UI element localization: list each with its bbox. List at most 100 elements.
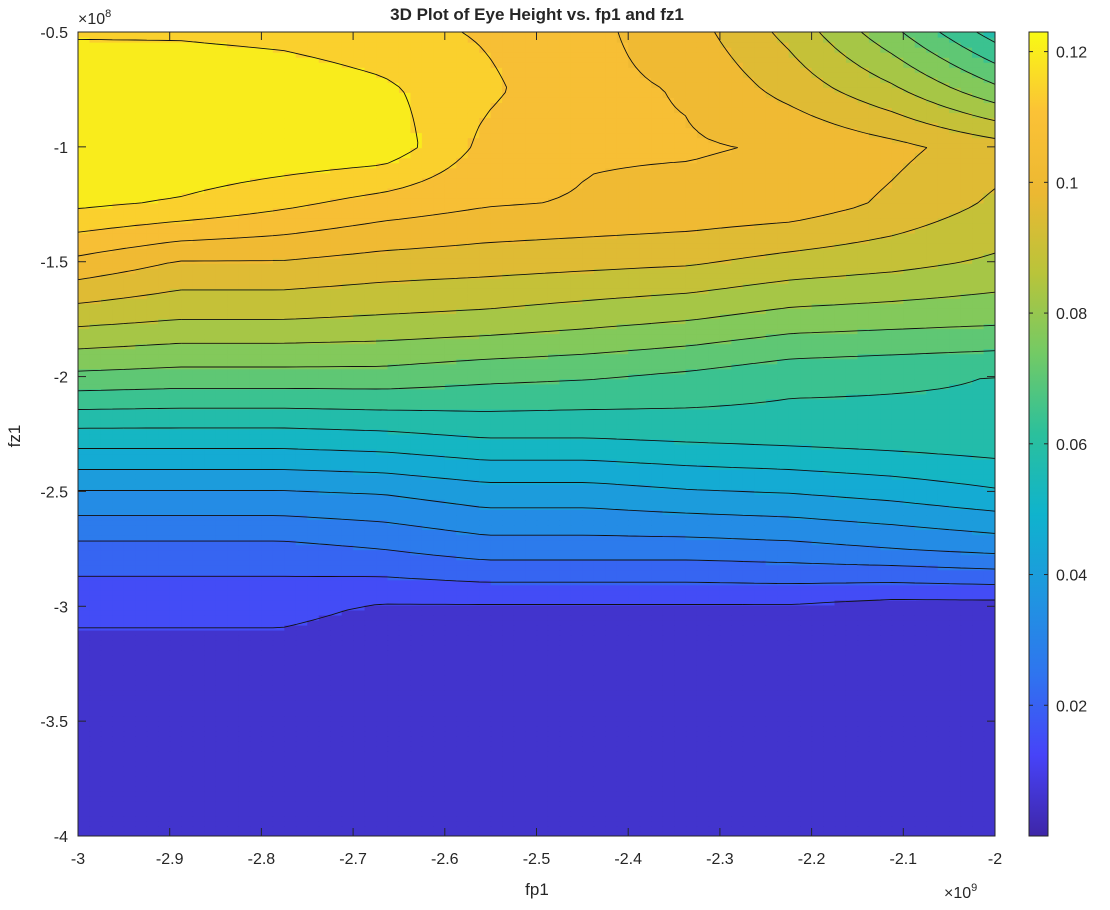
contour-cell xyxy=(307,594,320,601)
contour-cell xyxy=(972,524,985,531)
contour-cell xyxy=(467,650,480,656)
contour-cell xyxy=(926,529,939,536)
contour-cell xyxy=(261,750,274,757)
contour-cell xyxy=(525,594,538,601)
contour-cell xyxy=(731,554,744,561)
contour-cell xyxy=(330,579,343,586)
contour-cell xyxy=(146,524,159,531)
contour-cell xyxy=(479,665,492,671)
contour-cell xyxy=(456,655,469,661)
contour-cell xyxy=(708,569,721,576)
contour-cell xyxy=(800,529,813,536)
contour-cell xyxy=(513,800,526,807)
contour-cell xyxy=(78,690,91,696)
contour-cell xyxy=(100,650,113,656)
contour-cell xyxy=(949,745,962,752)
contour-cell xyxy=(169,705,182,711)
contour-cell xyxy=(249,735,262,742)
contour-cell xyxy=(536,755,549,762)
contour-cell xyxy=(89,830,102,836)
contour-cell xyxy=(662,720,675,727)
contour-cell xyxy=(708,695,721,701)
contour-cell xyxy=(227,559,240,566)
contour-cell xyxy=(502,785,515,792)
contour-cell xyxy=(318,725,331,732)
contour-cell xyxy=(547,810,561,817)
contour-cell xyxy=(742,815,755,822)
contour-cell xyxy=(983,720,995,727)
contour-cell xyxy=(616,594,629,601)
contour-cell xyxy=(972,579,985,586)
contour-cell xyxy=(685,700,698,706)
contour-cell xyxy=(559,549,572,556)
contour-cell xyxy=(708,670,721,676)
contour-cell xyxy=(834,830,847,836)
contour-cell xyxy=(903,650,916,656)
contour-cell xyxy=(295,675,308,681)
contour-cell xyxy=(868,825,881,832)
contour-cell xyxy=(582,670,595,676)
contour-cell xyxy=(330,740,343,747)
contour-cell xyxy=(949,795,962,802)
contour-cell xyxy=(238,665,251,671)
contour-cell xyxy=(387,750,400,757)
contour-cell xyxy=(89,569,102,576)
contour-cell xyxy=(536,710,549,717)
contour-cell xyxy=(112,790,125,797)
contour-cell xyxy=(238,720,251,727)
contour-cell xyxy=(410,810,423,817)
contour-cell xyxy=(834,685,847,691)
contour-cell xyxy=(891,529,904,536)
contour-cell xyxy=(135,670,148,676)
contour-cell xyxy=(284,750,297,757)
contour-cell xyxy=(891,554,904,561)
contour-cell xyxy=(513,775,526,782)
contour-cell xyxy=(628,725,641,732)
contour-cell xyxy=(78,700,91,706)
contour-cell xyxy=(318,599,331,606)
contour-cell xyxy=(479,539,492,546)
contour-cell xyxy=(146,685,159,691)
contour-cell xyxy=(295,594,308,601)
contour-cell xyxy=(754,529,767,536)
contour-cell xyxy=(123,725,136,732)
contour-cell xyxy=(800,830,813,836)
contour-cell xyxy=(765,619,778,626)
contour-cell xyxy=(708,750,721,757)
contour-cell xyxy=(845,685,859,691)
contour-cell xyxy=(651,700,664,706)
contour-cell xyxy=(364,820,377,827)
contour-cell xyxy=(376,619,389,626)
contour-cell xyxy=(754,725,767,732)
contour-cell xyxy=(181,619,194,626)
contour-cell xyxy=(788,785,801,792)
contour-cell xyxy=(169,645,182,651)
contour-cell xyxy=(593,715,606,722)
contour-cell xyxy=(834,820,847,827)
contour-cell xyxy=(937,675,950,681)
contour-cell xyxy=(146,635,159,641)
contour-cell xyxy=(169,655,182,661)
contour-cell xyxy=(227,735,240,742)
contour-cell xyxy=(834,539,847,546)
contour-cell xyxy=(559,645,572,651)
contour-cell xyxy=(845,760,859,767)
contour-cell xyxy=(456,775,469,782)
contour-cell xyxy=(456,820,469,827)
contour-cell xyxy=(204,740,217,747)
contour-cell xyxy=(433,665,446,671)
contour-cell xyxy=(284,609,297,616)
contour-cell xyxy=(479,795,492,802)
contour-cell xyxy=(100,730,113,737)
contour-cell xyxy=(135,559,148,566)
contour-cell xyxy=(456,795,469,802)
contour-cell xyxy=(765,635,778,641)
contour-cell xyxy=(146,705,159,711)
contour-cell xyxy=(123,665,136,671)
contour-cell xyxy=(674,815,687,822)
contour-cell xyxy=(89,534,102,541)
contour-cell xyxy=(376,795,389,802)
contour-cell xyxy=(261,519,274,526)
contour-cell xyxy=(605,539,618,546)
contour-cell xyxy=(502,660,515,666)
